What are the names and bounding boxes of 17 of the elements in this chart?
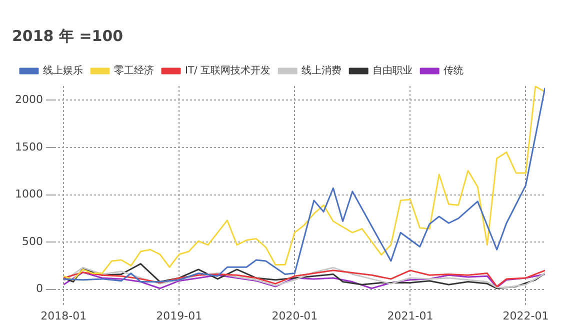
x-tick-label: 2018-01 <box>40 309 87 322</box>
legend-label: 自由职业 <box>372 64 413 77</box>
x-tick-label: 2022-01 <box>502 309 549 322</box>
x-tick-label: 2021-01 <box>387 309 434 322</box>
legend-label: 线上娱乐 <box>43 64 83 77</box>
x-tick-label: 2020-01 <box>272 309 318 322</box>
y-tick-label: 1500 <box>14 140 43 154</box>
legend-label: 零工经济 <box>114 64 154 77</box>
legend-label: 传统 <box>444 64 464 77</box>
y-tick-label: 2000 <box>14 93 43 106</box>
y-tick-label: 0 <box>36 282 43 296</box>
legend-label: 线上消费 <box>302 64 342 77</box>
legend-label: IT/ 互联网技术开发 <box>185 64 271 77</box>
x-tick-label: 2019-01 <box>156 309 202 322</box>
y-tick-label: 1000 <box>14 188 43 201</box>
y-tick-label: 500 <box>22 234 43 248</box>
chart-title: 2018 年 =100 <box>12 26 124 45</box>
